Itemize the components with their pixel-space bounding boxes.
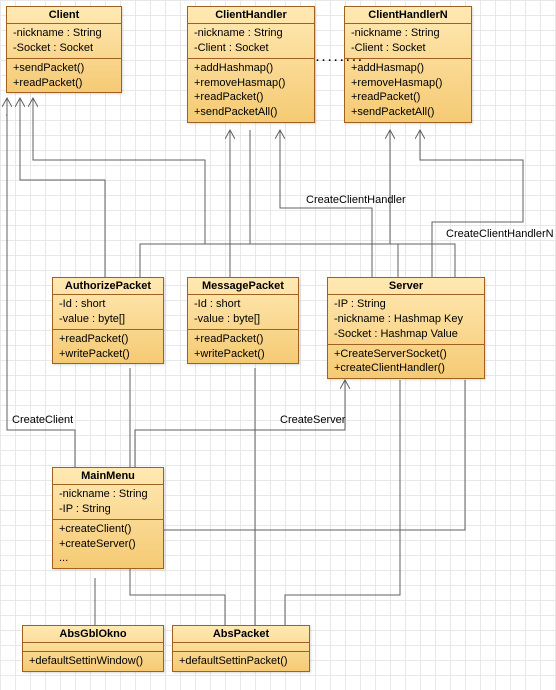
ellipsis-dots: ........ (316, 52, 364, 64)
op: +addHashmap() (194, 61, 308, 76)
op: +createClientHandler() (334, 361, 478, 376)
attr: -Client : Socket (351, 41, 465, 56)
op: +sendPacketAll() (351, 105, 465, 120)
class-attrs: -nickname : String -Client : Socket (188, 24, 314, 59)
class-client-handler: ClientHandler -nickname : String -Client… (187, 6, 315, 123)
class-attrs (23, 643, 163, 652)
op: +defaultSettinPacket() (179, 654, 303, 669)
op: +sendPacket() (13, 61, 115, 76)
attr: -nickname : Hashmap Key (334, 312, 478, 327)
attr: -value : byte[] (194, 312, 292, 327)
op: +readPacket() (13, 76, 115, 91)
op: +readPacket() (194, 90, 308, 105)
attr: -nickname : String (13, 26, 115, 41)
op: +addHasmap() (351, 61, 465, 76)
class-title: MessagePacket (188, 278, 298, 295)
label-create-client: CreateClient (12, 414, 73, 426)
class-ops: +sendPacket() +readPacket() (7, 59, 121, 93)
class-attrs: -IP : String -nickname : Hashmap Key -So… (328, 295, 484, 345)
attr: -Socket : Hashmap Value (334, 327, 478, 342)
class-authorize-packet: AuthorizePacket -Id : short -value : byt… (52, 277, 164, 364)
attr: -nickname : String (351, 26, 465, 41)
class-attrs: -Id : short -value : byte[] (188, 295, 298, 330)
attr: -IP : String (59, 502, 157, 517)
class-title: MainMenu (53, 468, 163, 485)
op: +writePacket() (194, 347, 292, 362)
op: +readPacket() (59, 332, 157, 347)
class-title: AuthorizePacket (53, 278, 163, 295)
class-ops: +addHasmap() +removeHasmap() +readPacket… (345, 59, 471, 122)
op: ... (59, 551, 157, 566)
label-create-server: CreateServer (280, 414, 345, 426)
class-attrs: -Id : short -value : byte[] (53, 295, 163, 330)
class-ops: +CreateServerSocket() +createClientHandl… (328, 345, 484, 379)
class-title: Server (328, 278, 484, 295)
class-title: AbsPacket (173, 626, 309, 643)
op: +defaultSettinWindow() (29, 654, 157, 669)
attr: -Socket : Socket (13, 41, 115, 56)
op: +removeHasmap() (351, 76, 465, 91)
class-title: Client (7, 7, 121, 24)
op: +readPacket() (194, 332, 292, 347)
op: +removeHasmap() (194, 76, 308, 91)
attr: -value : byte[] (59, 312, 157, 327)
class-ops: +defaultSettinWindow() (23, 652, 163, 671)
label-create-client-handler: CreateClientHandler (306, 194, 406, 206)
attr: -IP : String (334, 297, 478, 312)
class-main-menu: MainMenu -nickname : String -IP : String… (52, 467, 164, 569)
class-server: Server -IP : String -nickname : Hashmap … (327, 277, 485, 379)
attr: -Client : Socket (194, 41, 308, 56)
op: +createClient() (59, 522, 157, 537)
class-title: AbsGblOkno (23, 626, 163, 643)
class-title: ClientHandlerN (345, 7, 471, 24)
class-ops: +readPacket() +writePacket() (188, 330, 298, 364)
op: +readPacket() (351, 90, 465, 105)
op: +createServer() (59, 537, 157, 552)
op: +sendPacketAll() (194, 105, 308, 120)
class-message-packet: MessagePacket -Id : short -value : byte[… (187, 277, 299, 364)
class-title: ClientHandler (188, 7, 314, 24)
class-attrs (173, 643, 309, 652)
attr: -nickname : String (194, 26, 308, 41)
class-ops: +readPacket() +writePacket() (53, 330, 163, 364)
label-create-client-handler-n: CreateClientHandlerN (446, 228, 554, 240)
attr: -Id : short (194, 297, 292, 312)
op: +CreateServerSocket() (334, 347, 478, 362)
op: +writePacket() (59, 347, 157, 362)
class-ops: +defaultSettinPacket() (173, 652, 309, 671)
class-ops: +addHashmap() +removeHasmap() +readPacke… (188, 59, 314, 122)
class-ops: +createClient() +createServer() ... (53, 520, 163, 569)
class-attrs: -nickname : String -Socket : Socket (7, 24, 121, 59)
class-abs-gbl-okno: AbsGblOkno +defaultSettinWindow() (22, 625, 164, 672)
attr: -Id : short (59, 297, 157, 312)
class-attrs: -nickname : String -IP : String (53, 485, 163, 520)
class-client-handler-n: ClientHandlerN -nickname : String -Clien… (344, 6, 472, 123)
class-client: Client -nickname : String -Socket : Sock… (6, 6, 122, 93)
class-abs-packet: AbsPacket +defaultSettinPacket() (172, 625, 310, 672)
attr: -nickname : String (59, 487, 157, 502)
